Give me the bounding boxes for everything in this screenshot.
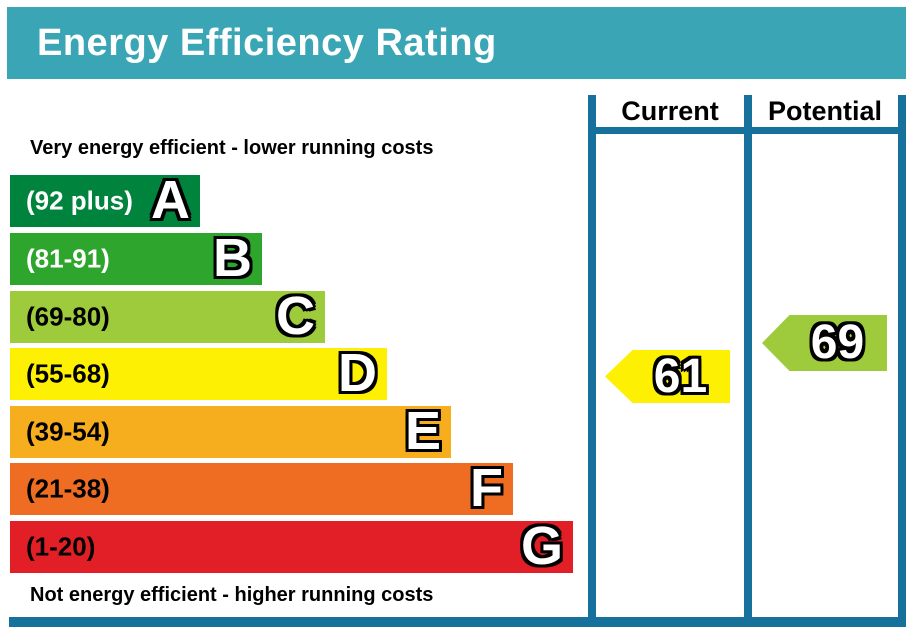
- potential-rating-arrow: 69: [762, 315, 887, 371]
- potential-column-header: Potential: [767, 96, 882, 126]
- band-range-label: (81-91): [26, 243, 110, 274]
- band-range-label: (69-80): [26, 301, 110, 332]
- band-range-label: (55-68): [26, 358, 110, 389]
- band-letter: E: [404, 400, 441, 461]
- band-row-E: (39-54) E: [10, 400, 451, 461]
- band-letter: D: [338, 342, 377, 403]
- band-range-label: (92 plus): [26, 185, 133, 216]
- band-row-D: (55-68) D: [10, 342, 387, 403]
- band-range-label: (39-54): [26, 416, 110, 447]
- band-row-G: (1-20) G: [10, 515, 573, 576]
- band-range-label: (1-20): [26, 531, 96, 562]
- top-caption: Very energy efficient - lower running co…: [30, 137, 434, 159]
- band-range-label: (21-38): [26, 473, 110, 504]
- band-letter: B: [213, 227, 252, 288]
- band-letter: F: [470, 457, 503, 518]
- table-border-left: [588, 95, 596, 627]
- current-column-header: Current: [621, 96, 719, 126]
- potential-rating-value: 69: [810, 316, 865, 369]
- page-title: Energy Efficiency Rating: [37, 21, 497, 64]
- current-rating-arrow: 61: [605, 350, 730, 403]
- bottom-border: [9, 617, 906, 627]
- band-row-B: (81-91) B: [10, 227, 262, 288]
- band-row-F: (21-38) F: [10, 457, 513, 518]
- bottom-caption: Not energy efficient - higher running co…: [30, 584, 434, 606]
- table-border-right: [898, 95, 906, 627]
- table-header-underline: [588, 127, 906, 134]
- band-letter: A: [151, 169, 190, 230]
- current-rating-value: 61: [653, 349, 708, 403]
- band-letter: C: [276, 285, 315, 346]
- band-row-A: (92 plus) A: [10, 169, 200, 230]
- band-letter: G: [520, 515, 563, 576]
- chart-title-bar: Energy Efficiency Rating: [7, 7, 906, 79]
- table-border-middle: [744, 95, 752, 627]
- band-row-C: (69-80) C: [10, 285, 325, 346]
